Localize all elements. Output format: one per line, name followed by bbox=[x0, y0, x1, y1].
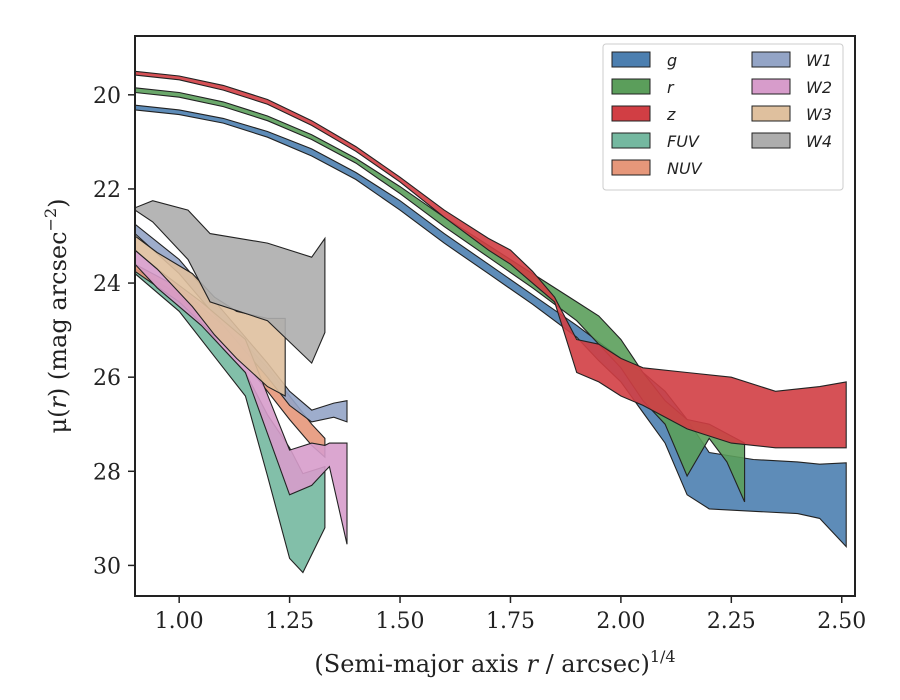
legend-label-fuv: FUV bbox=[667, 132, 700, 151]
y-tick-label: 22 bbox=[93, 178, 121, 203]
y-tick-label: 20 bbox=[93, 84, 121, 109]
x-axis: 1.00 1.25 1.50 1.75 2.00 2.25 2.50 bbox=[155, 596, 866, 634]
legend: grz FUV NUV W1 W2 W3 W4 bbox=[602, 43, 844, 191]
y-tick-label: 26 bbox=[93, 366, 121, 391]
legend-swatch-w1 bbox=[751, 51, 791, 68]
legend-swatch-w2 bbox=[751, 78, 791, 95]
y-axis: 20 22 24 26 28 30 bbox=[93, 84, 135, 579]
legend-label-z: z bbox=[666, 105, 676, 124]
plot-area bbox=[135, 70, 847, 574]
x-tick-label: 1.25 bbox=[265, 609, 314, 634]
band-g bbox=[135, 104, 847, 548]
legend-label-w1: W1 bbox=[806, 51, 832, 70]
band-z bbox=[135, 70, 847, 449]
y-axis-label-exponent: −2 bbox=[41, 208, 60, 232]
legend-label-w2: W2 bbox=[806, 78, 832, 97]
x-tick-label: 1.00 bbox=[155, 609, 204, 634]
legend-label-w4: W4 bbox=[806, 132, 832, 151]
y-tick-label: 28 bbox=[93, 460, 121, 485]
x-axis-label-part-1: (Semi-major axis bbox=[314, 650, 526, 678]
band-w4 bbox=[135, 200, 326, 365]
legend-swatch-z bbox=[611, 105, 651, 122]
axes-frame bbox=[134, 35, 856, 597]
legend-swatch-w4 bbox=[751, 132, 791, 149]
legend-swatch-g bbox=[611, 51, 651, 68]
x-axis-label-part-2: / arcsec) bbox=[538, 650, 650, 678]
band-r bbox=[135, 87, 746, 503]
legend-swatch-w3 bbox=[751, 105, 791, 122]
x-tick-label: 1.50 bbox=[376, 609, 425, 634]
x-axis-label: (Semi-major axis r / arcsec)1/4 bbox=[314, 647, 675, 678]
legend-label-w3: W3 bbox=[806, 105, 832, 124]
legend-swatch-nuv bbox=[611, 159, 651, 176]
legend-label-nuv: NUV bbox=[667, 159, 703, 178]
y-axis-label-var: r bbox=[44, 396, 72, 409]
legend-swatch-r bbox=[611, 78, 651, 95]
x-axis-label-var: r bbox=[526, 650, 539, 678]
y-axis-label: μ(r) (mag arcsec−2) bbox=[41, 198, 72, 433]
legend-label-g: g bbox=[667, 51, 677, 70]
x-tick-label: 2.00 bbox=[596, 609, 645, 634]
y-tick-label: 30 bbox=[93, 554, 121, 579]
legend-label-r: r bbox=[667, 78, 675, 97]
y-axis-label-part-1: μ( bbox=[44, 409, 72, 434]
x-axis-label-exponent: 1/4 bbox=[650, 647, 676, 666]
y-axis-label-part-2: ) (mag arcsec bbox=[44, 231, 72, 397]
x-tick-label: 1.75 bbox=[486, 609, 535, 634]
x-tick-label: 2.25 bbox=[707, 609, 756, 634]
y-axis-label-close: ) bbox=[44, 198, 72, 207]
legend-swatch-fuv bbox=[611, 132, 651, 149]
x-tick-label: 2.50 bbox=[817, 609, 866, 634]
y-tick-label: 24 bbox=[93, 272, 121, 297]
